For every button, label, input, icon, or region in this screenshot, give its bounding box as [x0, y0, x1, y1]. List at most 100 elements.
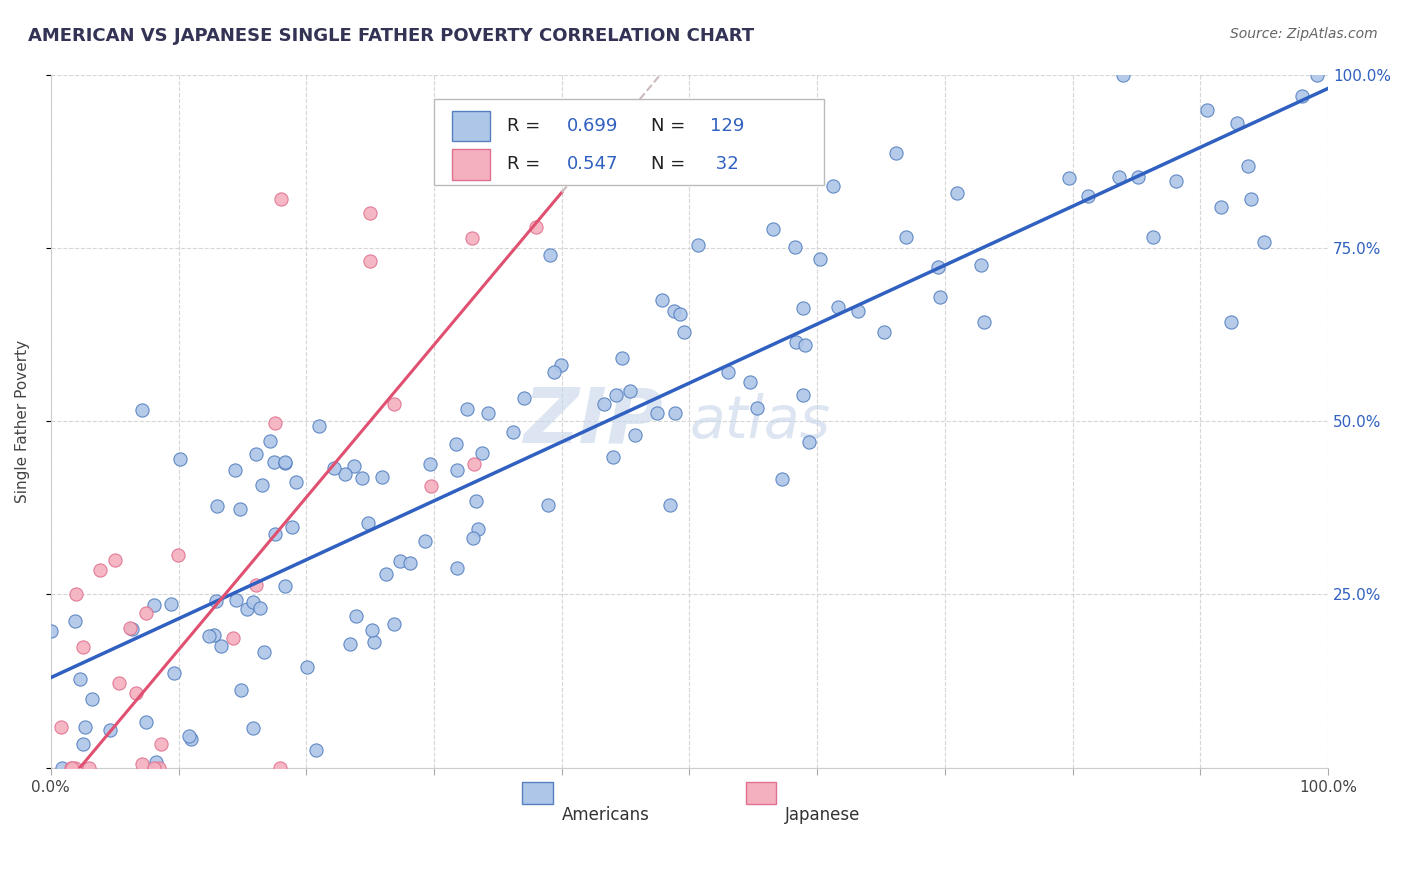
Text: 0.699: 0.699 — [567, 117, 619, 136]
Point — [658, 498, 681, 512]
Text: N =: N = — [651, 117, 692, 136]
Point — [384, 617, 406, 632]
Point — [167, 548, 190, 562]
Point — [471, 445, 494, 459]
Point — [145, 756, 167, 770]
Point — [513, 391, 536, 405]
Point — [783, 240, 806, 254]
Point — [1253, 235, 1275, 250]
Point — [1219, 315, 1241, 329]
Point — [352, 471, 374, 485]
Point — [259, 434, 281, 448]
Point — [72, 737, 94, 751]
Point — [63, 614, 86, 628]
Point — [51, 720, 73, 734]
Point — [1209, 200, 1232, 214]
Point — [762, 222, 785, 236]
Point — [263, 526, 285, 541]
Point — [149, 737, 172, 751]
Point — [1112, 68, 1135, 82]
Point — [623, 428, 645, 442]
Point — [270, 192, 292, 206]
Point — [107, 675, 129, 690]
Point — [250, 478, 273, 492]
Point — [1306, 68, 1329, 82]
Point — [873, 325, 896, 339]
Point — [65, 587, 87, 601]
Text: Japanese: Japanese — [786, 805, 860, 824]
Point — [236, 602, 259, 616]
Point — [1108, 170, 1130, 185]
Point — [274, 579, 297, 593]
Text: ZIP: ZIP — [524, 384, 664, 458]
Point — [51, 761, 73, 775]
Point — [197, 629, 219, 643]
Point — [538, 248, 561, 262]
Point — [929, 290, 952, 304]
Point — [263, 455, 285, 469]
Point — [169, 452, 191, 467]
Point — [970, 258, 993, 272]
Point — [135, 606, 157, 620]
Point — [343, 458, 366, 473]
Point — [231, 683, 253, 698]
Point — [717, 365, 740, 379]
Point — [785, 335, 807, 350]
Point — [673, 326, 696, 340]
Point — [461, 230, 484, 244]
Point — [245, 447, 267, 461]
Point — [415, 534, 437, 549]
Text: 0.547: 0.547 — [567, 155, 619, 173]
Point — [477, 406, 499, 420]
Point — [242, 721, 264, 735]
Point — [1226, 116, 1249, 130]
Point — [131, 757, 153, 772]
Text: AMERICAN VS JAPANESE SINGLE FATHER POVERTY CORRELATION CHART: AMERICAN VS JAPANESE SINGLE FATHER POVER… — [28, 27, 754, 45]
Point — [1077, 189, 1099, 203]
Point — [550, 358, 572, 372]
Text: 129: 129 — [710, 117, 744, 136]
FancyBboxPatch shape — [745, 782, 776, 805]
Point — [651, 293, 673, 307]
Point — [269, 761, 291, 775]
Point — [463, 531, 485, 545]
Point — [273, 456, 295, 470]
Point — [253, 645, 276, 659]
Point — [280, 519, 302, 533]
Point — [612, 351, 634, 365]
Point — [363, 635, 385, 649]
Point — [537, 498, 560, 512]
Point — [224, 463, 246, 477]
Point — [359, 254, 381, 268]
Point — [1142, 230, 1164, 244]
Point — [263, 416, 285, 430]
Point — [135, 714, 157, 729]
Point — [180, 731, 202, 746]
Point — [592, 397, 614, 411]
Point — [361, 623, 384, 637]
Point — [163, 666, 186, 681]
Point — [543, 365, 565, 379]
Text: R =: R = — [506, 117, 546, 136]
Point — [619, 384, 641, 398]
Text: R =: R = — [506, 155, 546, 173]
Text: Source: ZipAtlas.com: Source: ZipAtlas.com — [1230, 27, 1378, 41]
Point — [295, 660, 318, 674]
Point — [80, 692, 103, 706]
Point — [143, 761, 166, 775]
Point — [808, 252, 831, 267]
Point — [446, 561, 468, 575]
Point — [464, 494, 486, 508]
Point — [104, 553, 127, 567]
Text: atlas: atlas — [689, 392, 831, 450]
Point — [745, 401, 768, 415]
Point — [669, 307, 692, 321]
Text: 32: 32 — [710, 155, 738, 173]
Point — [645, 407, 668, 421]
Point — [209, 639, 232, 653]
Point — [339, 637, 361, 651]
Point — [444, 437, 467, 451]
Point — [463, 457, 485, 471]
Point — [59, 761, 82, 775]
FancyBboxPatch shape — [522, 782, 553, 805]
